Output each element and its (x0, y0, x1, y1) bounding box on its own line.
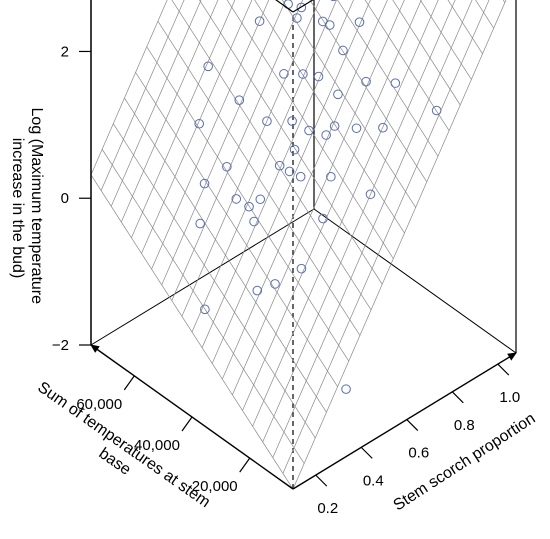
data-point (341, 384, 351, 394)
plane-grid-line (226, 0, 394, 259)
y-tick-label: 0.6 (408, 445, 429, 462)
data-point (234, 95, 245, 105)
data-point (298, 69, 308, 79)
data-point (194, 118, 205, 129)
front-top-edge-x (275, 0, 294, 13)
plane-grid-line (392, 0, 461, 106)
data-point (289, 144, 300, 155)
data-point (330, 0, 337, 2)
plane-grid-line (282, 0, 490, 474)
plane-grid-line (221, 0, 388, 380)
data-point (222, 161, 232, 172)
y-tick-label: 0.2 (317, 500, 338, 517)
data-point (231, 194, 242, 204)
plane-grid-line (364, 0, 450, 131)
plane-grid-line (254, 0, 405, 234)
y-axis-tick (497, 363, 510, 376)
y-axis-tick (360, 446, 373, 459)
data-point (284, 166, 295, 177)
data-point (270, 279, 280, 289)
plane-grid-line (131, 0, 236, 238)
y-axis-tick (451, 391, 464, 404)
data-point (279, 69, 289, 79)
data-point (249, 216, 259, 227)
data-point (195, 218, 205, 229)
plane-grid-line (337, 0, 439, 157)
plane-grid-line (120, 0, 219, 223)
data-point (292, 13, 302, 23)
data-point (329, 121, 340, 131)
data-point (199, 178, 210, 189)
x-tick-label: 40,000 (134, 437, 180, 454)
plane-grid-line (90, 0, 168, 175)
plane-grid-line (211, 0, 371, 364)
plane-grid-line (100, 0, 185, 191)
plane-grid-line (110, 0, 202, 207)
x-axis-tick (239, 457, 251, 473)
data-point (361, 76, 371, 87)
y-tick-label: 1.0 (499, 389, 520, 406)
data-point (262, 116, 272, 127)
x-tick-label: 20,000 (192, 478, 238, 495)
z-tick-label: 2 (61, 43, 69, 60)
data-point (351, 123, 362, 134)
data-point (200, 304, 210, 315)
data-point (254, 16, 265, 26)
data-point (338, 45, 348, 56)
data-point (321, 130, 331, 140)
data-point (296, 263, 307, 274)
y-tick-label: 0.4 (363, 472, 384, 489)
z-tick-label: −2 (52, 337, 69, 354)
plane-grid-line (191, 0, 337, 333)
x-axis-tick (181, 416, 193, 432)
back-floor-edge-y (313, 208, 517, 354)
plane-grid-line (281, 0, 416, 208)
plane-grid-line (419, 0, 472, 80)
data-point (295, 171, 306, 182)
back-floor-edge-x (90, 208, 315, 346)
data-point (390, 78, 401, 88)
data-point (326, 171, 336, 182)
data-point (287, 116, 297, 126)
plane-grid-line (181, 0, 320, 317)
data-point (252, 285, 263, 296)
plane-grid-line (141, 0, 253, 254)
x-axis-tick (123, 375, 135, 391)
data-point (354, 17, 365, 28)
y-tick-label: 0.8 (454, 417, 475, 434)
z-tick-label: 0 (61, 190, 69, 207)
plane-grid-line (447, 0, 483, 54)
plane-grid-line (151, 0, 270, 270)
data-points (194, 0, 442, 394)
plane-grid-line (262, 0, 456, 443)
data-point (431, 105, 442, 116)
data-point (318, 213, 328, 224)
data-point (244, 201, 254, 212)
back-box-lines (90, 0, 517, 489)
y-axis-tick (315, 474, 328, 487)
data-point (274, 160, 285, 171)
data-point (304, 125, 314, 136)
data-point (255, 194, 266, 205)
plane-grid-line (272, 0, 473, 458)
data-point (317, 16, 328, 27)
plane-grid-line (292, 0, 507, 490)
data-point (378, 122, 388, 133)
fitted-plane-grid (90, 0, 507, 490)
y-axis-tick (406, 419, 419, 432)
plane-grid-line (232, 0, 405, 395)
data-point (203, 61, 213, 72)
x-tick-label: 60,000 (76, 396, 122, 413)
data-point (313, 71, 324, 82)
data-point (365, 189, 376, 200)
plane-grid-line (171, 0, 304, 301)
y-axis-line (292, 352, 517, 490)
z-axis-title: Log (Maximum temperature increase in the… (9, 108, 45, 309)
plane-grid-line (161, 0, 287, 285)
data-point (296, 2, 307, 13)
data-point (333, 89, 343, 100)
